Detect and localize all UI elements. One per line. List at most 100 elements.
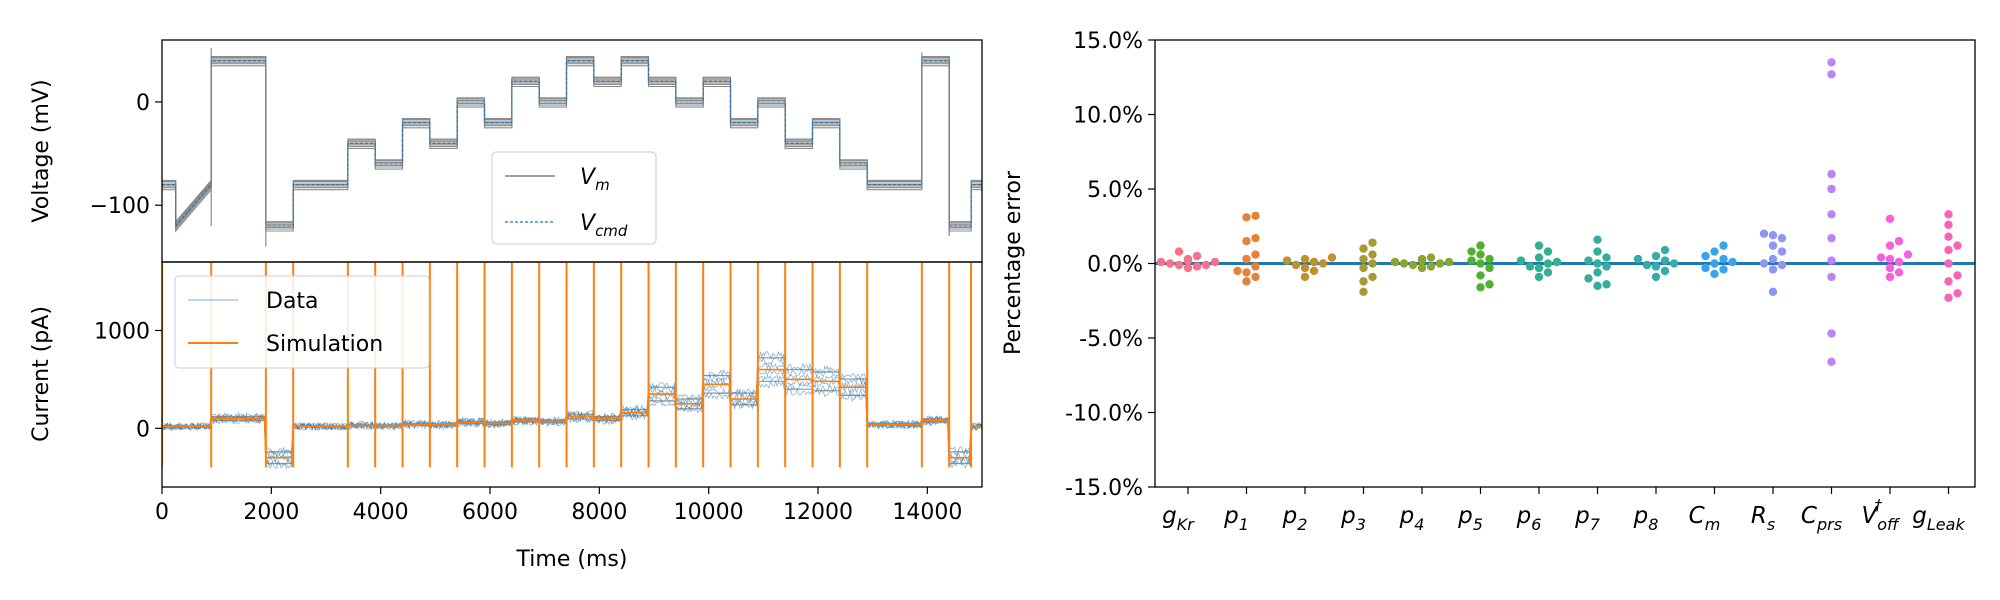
error-point-c-m: [1710, 269, 1719, 279]
error-xtick-label: p4: [1399, 503, 1425, 534]
current-ylabel: Current (pA): [29, 306, 54, 442]
error-point-v-off: [1885, 272, 1895, 282]
current-y-ticks: 0 1000: [94, 319, 162, 442]
error-point-p-4: [1426, 262, 1436, 271]
current-xtick-label: 12000: [783, 500, 853, 525]
simulation-trace: [162, 368, 982, 459]
legend-vm-label: Vm: [580, 165, 610, 194]
error-point-p-1: [1251, 250, 1260, 259]
error-point-p-8: [1633, 254, 1643, 264]
error-ytick-label: -15.0%: [1065, 476, 1143, 501]
error-point-p-4: [1417, 254, 1427, 264]
error-point-c-prs: [1827, 329, 1836, 338]
voltage-legend: Vm Vcmd: [491, 151, 657, 245]
error-point-p-5: [1467, 256, 1476, 265]
error-ytick-label: -5.0%: [1079, 327, 1143, 352]
voltage-y-ticks: 0 −100: [90, 91, 162, 219]
error-panel: 15.0%10.0%5.0%0.0%-5.0%-10.0%-15.0% gKr p…: [1001, 29, 1976, 534]
error-point-g-kr: [1183, 254, 1193, 264]
error-point-p-2: [1282, 256, 1292, 265]
error-xtick-label: gLeak: [1912, 503, 1965, 534]
current-legend: Data Simulation: [174, 275, 430, 369]
error-point-g-kr: [1183, 263, 1193, 273]
error-xtick-label: p7: [1574, 503, 1601, 534]
error-xtick-label: Voff†: [1861, 496, 1901, 534]
error-point-p-6: [1534, 253, 1544, 262]
error-point-p-3: [1368, 272, 1377, 282]
error-point-c-m: [1719, 241, 1728, 250]
error-point-g-leak: [1953, 271, 1962, 280]
error-point-r-s: [1777, 233, 1787, 243]
error-point-p-8: [1651, 251, 1661, 261]
error-ytick-label: 10.0%: [1073, 104, 1143, 129]
error-point-p-3: [1368, 238, 1377, 247]
error-xtick-label: p8: [1633, 503, 1659, 534]
error-point-p-1: [1233, 266, 1242, 276]
error-xtick-label: p1: [1223, 503, 1249, 534]
error-point-p-4: [1426, 253, 1436, 262]
error-point-p-5: [1485, 280, 1494, 289]
error-point-c-prs: [1827, 272, 1836, 282]
simulation-trace-grey: [162, 357, 982, 465]
error-point-p-8: [1660, 266, 1670, 276]
voltage-ytick-label: 0: [136, 91, 150, 116]
error-point-p-1: [1242, 268, 1251, 277]
error-point-c-prs: [1827, 210, 1836, 219]
error-ytick-label: 15.0%: [1073, 29, 1143, 54]
error-point-p-1: [1251, 262, 1260, 271]
error-point-p-4: [1408, 260, 1418, 270]
error-point-p-8: [1660, 245, 1670, 255]
error-point-c-prs: [1827, 169, 1836, 179]
data-trace: [162, 350, 982, 470]
error-point-p-4: [1435, 259, 1445, 268]
error-point-r-s: [1759, 259, 1769, 268]
error-xtick-label: p6: [1516, 503, 1542, 534]
error-point-p-2: [1291, 260, 1301, 270]
error-xtick-label: p5: [1457, 503, 1483, 534]
error-point-p-5: [1476, 271, 1485, 280]
error-xtick-label: gKr: [1162, 503, 1195, 534]
error-point-g-kr: [1210, 257, 1220, 267]
error-point-g-kr: [1174, 260, 1184, 270]
error-point-p-4: [1417, 263, 1427, 273]
error-point-p-2: [1318, 259, 1328, 268]
current-ytick-label: 0: [136, 417, 150, 442]
error-points: [1155, 58, 1975, 367]
current-xtick-label: 8000: [571, 500, 627, 525]
error-point-p-6: [1534, 272, 1544, 282]
error-point-p-3: [1359, 263, 1368, 273]
voltage-traces: [162, 48, 982, 247]
current-xtick-label: 10000: [674, 500, 744, 525]
legend-data-label: Data: [266, 289, 319, 314]
error-x-ticks: gKr p1 p2 p3 p4 p5 p6 p7 p8 Cm Rs Cprs Voff† gLeak: [1162, 487, 1965, 534]
current-axes-frame: [161, 261, 983, 488]
error-point-p-7: [1602, 253, 1611, 262]
error-point-p-2: [1300, 254, 1310, 264]
error-point-v-off: [1885, 254, 1895, 264]
error-point-p-6: [1534, 241, 1544, 250]
error-point-p-5: [1476, 241, 1485, 250]
error-point-r-s: [1768, 241, 1778, 250]
current-xlabel: Time (ms): [516, 547, 628, 572]
error-y-ticks: 15.0% 10.0% 5.0% 0.0% -5.0% -10.0% -15.0%: [1065, 29, 1155, 501]
error-ylabel: Percentage error: [1001, 170, 1026, 355]
error-xtick-label: p2: [1282, 503, 1308, 534]
current-xtick-label: 2000: [243, 500, 299, 525]
error-point-p-6: [1543, 259, 1553, 268]
error-xtick-label: p3: [1340, 503, 1366, 534]
error-point-p-1: [1251, 211, 1260, 221]
error-point-r-s: [1768, 230, 1778, 240]
current-ytick-label: 1000: [94, 319, 150, 344]
error-point-g-leak: [1944, 232, 1953, 241]
error-point-r-s: [1759, 229, 1769, 238]
error-point-p-5: [1476, 259, 1485, 268]
error-xtick-label: Cprs: [1801, 503, 1842, 534]
error-point-p-6: [1516, 256, 1526, 265]
voltage-ylabel: Voltage (mV): [29, 79, 54, 222]
current-xtick-label: 14000: [892, 500, 962, 525]
error-point-p-4: [1399, 259, 1409, 268]
error-point-g-leak: [1944, 245, 1953, 255]
error-point-p-6: [1543, 247, 1553, 256]
error-point-v-off: [1885, 214, 1895, 223]
error-point-v-off: [1894, 268, 1904, 277]
